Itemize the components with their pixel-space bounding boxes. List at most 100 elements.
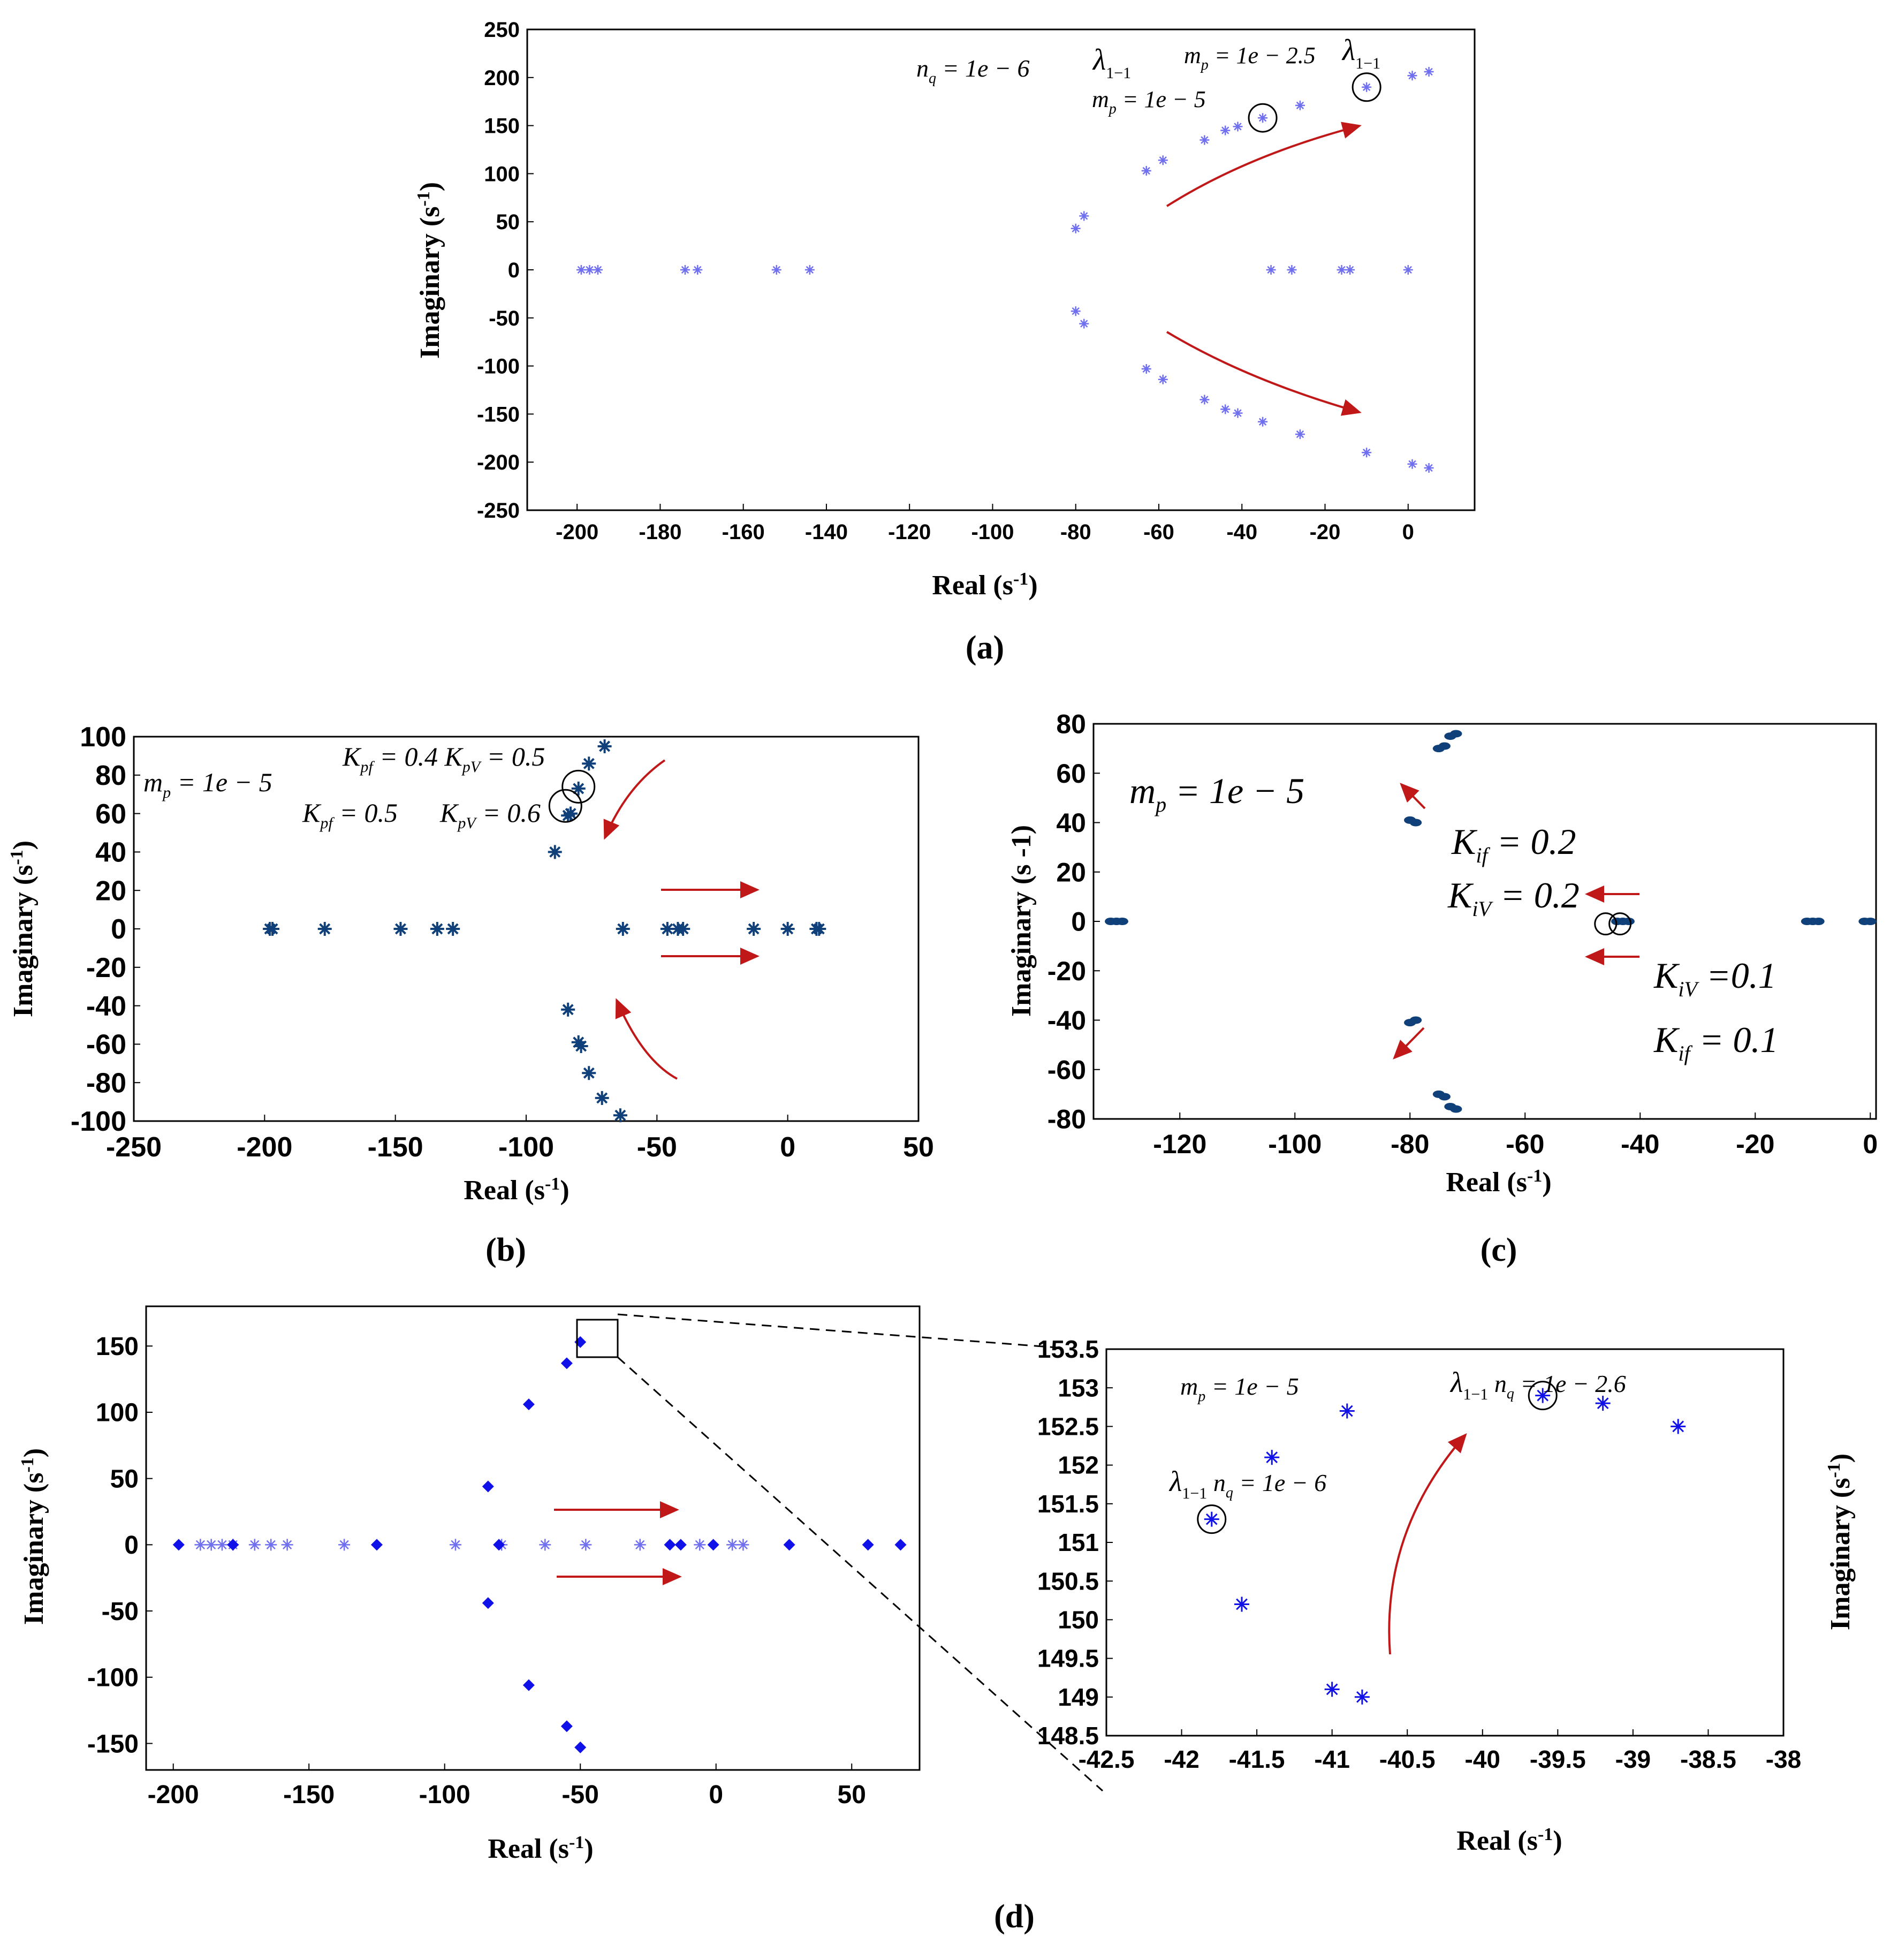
arrow-b-lower: [615, 998, 678, 1080]
plot-d-zoom-frame: [1105, 1348, 1785, 1737]
plot-d-main-ylabel: Imaginary (s-1): [18, 1448, 49, 1625]
data-point: [227, 1539, 239, 1551]
plot-d-main-points: [172, 1336, 907, 1753]
data-point: [194, 1539, 207, 1551]
y-tick-label: 100: [80, 722, 126, 753]
x-tick-label: -200: [237, 1132, 292, 1163]
data-point: [582, 756, 596, 771]
plot-d-main-frame: [145, 1305, 921, 1771]
data-point: [1266, 265, 1276, 275]
y-tick-label: -20: [86, 952, 126, 983]
data-point: [1407, 459, 1417, 469]
y-tick-label: 80: [1056, 709, 1086, 739]
y-tick-label: -250: [477, 499, 520, 523]
data-point: [1409, 1016, 1422, 1024]
x-tick-label: -40: [1226, 520, 1257, 544]
annotation-lambda-2: λ1−1: [1341, 34, 1380, 72]
y-tick-label: -100: [477, 355, 520, 379]
x-tick-label: -120: [888, 520, 931, 544]
y-tick-label: 50: [496, 210, 520, 234]
plot-a-frame: [526, 28, 1476, 511]
data-point: [582, 1066, 596, 1080]
data-point: [1622, 918, 1635, 925]
plot-c-annotations: mp = 1e − 5 Kif = 0.2 KiV = 0.2 KiV =0.1…: [1129, 770, 1778, 1065]
data-point: [1079, 211, 1089, 221]
arrow-b-upper: [603, 759, 666, 840]
plot-d-zoom-points: [1197, 1381, 1686, 1705]
data-point: [248, 1539, 261, 1551]
x-tick-label: -120: [1153, 1129, 1206, 1159]
panel-a-label: (a): [966, 630, 1004, 666]
y-tick-label: 0: [124, 1531, 139, 1560]
data-point: [1362, 82, 1372, 92]
data-point: [493, 1539, 505, 1551]
y-tick-label: 149: [1058, 1683, 1099, 1711]
panel-d: -200 -150 -100 -50 0 50 -150 -100 -50 0 50 100 150 R…: [18, 1305, 1856, 1935]
plot-b-xlabel: Real (s-1): [464, 1174, 569, 1206]
panel-d-label: (d): [994, 1898, 1035, 1935]
data-point: [737, 1539, 749, 1551]
data-point: [1424, 463, 1434, 473]
data-point: [1424, 67, 1434, 77]
annotation-mp-small: mp = 1e − 5: [1092, 86, 1206, 117]
y-tick-label: 40: [1056, 808, 1086, 838]
annotation-d-mp: mp = 1e − 5: [1180, 1373, 1299, 1405]
annotation-c-kif1: Kif = 0.2: [1451, 821, 1576, 867]
plot-a-points: [576, 67, 1434, 473]
arrow-c-lower: [1393, 1027, 1425, 1060]
annotation-lambda-1: λ1−1: [1092, 43, 1131, 82]
x-tick-label: -100: [1268, 1129, 1322, 1159]
y-tick-label: 20: [1056, 857, 1086, 887]
y-tick-label: -150: [477, 403, 520, 426]
plot-b-points: [263, 739, 826, 1123]
y-tick-label: -60: [1047, 1055, 1086, 1085]
data-point: [1158, 155, 1168, 165]
data-point: [726, 1539, 739, 1551]
data-point: [1595, 1396, 1611, 1411]
data-point: [634, 1539, 646, 1551]
data-point: [571, 781, 586, 796]
x-tick-label: -180: [639, 520, 681, 544]
y-tick-label: 20: [95, 875, 126, 906]
arrow-lower: [1166, 331, 1362, 416]
data-point: [1324, 1682, 1340, 1697]
y-tick-label: -100: [71, 1106, 126, 1137]
data-point: [1339, 1403, 1355, 1419]
arrow-c-upper: [1400, 783, 1426, 809]
x-tick-label: -42: [1164, 1745, 1199, 1773]
x-tick-label: -40: [1621, 1129, 1659, 1159]
plot-d-main-xlabel: Real (s-1): [488, 1833, 593, 1864]
data-point: [812, 922, 826, 936]
data-point: [522, 1679, 535, 1691]
data-point: [1258, 417, 1268, 427]
data-point: [561, 1002, 575, 1017]
y-tick-label: -80: [86, 1068, 126, 1099]
y-tick-label: -40: [1047, 1005, 1086, 1035]
x-tick-label: -40.5: [1379, 1745, 1436, 1773]
data-point: [1264, 1450, 1280, 1465]
zoom-box: [576, 1319, 619, 1358]
x-tick-label: 50: [838, 1781, 866, 1809]
panel-b-label: (b): [485, 1232, 526, 1268]
y-tick-label: 0: [1071, 907, 1086, 937]
data-point: [693, 265, 703, 275]
y-tick-label: 152.5: [1037, 1413, 1099, 1441]
panel-c-label: (c): [1481, 1232, 1517, 1268]
plot-c-points: [1105, 730, 1877, 1113]
data-point: [1199, 135, 1210, 145]
x-tick-label: -20: [1736, 1129, 1774, 1159]
y-tick-label: 100: [484, 162, 520, 186]
data-point: [1409, 819, 1422, 827]
arrow-d-zoom: [1388, 1433, 1467, 1655]
x-tick-label: -38: [1766, 1745, 1801, 1773]
plot-d-zoom-ticks: -42.5 -42 -41.5 -41 -40.5 -40 -39.5 -39 -38.5 -38…: [1037, 1335, 1801, 1773]
data-point: [1204, 1511, 1219, 1527]
x-tick-label: 0: [709, 1781, 723, 1809]
y-tick-label: 80: [95, 760, 126, 791]
annotation-b-k2: Kpf = 0.5: [302, 798, 398, 832]
data-point: [1233, 408, 1243, 418]
data-point: [613, 1108, 627, 1123]
x-tick-label: -100: [419, 1781, 470, 1809]
data-point: [539, 1539, 551, 1551]
annotation-b-k1: Kpf = 0.4 KpV = 0.5: [342, 741, 545, 776]
